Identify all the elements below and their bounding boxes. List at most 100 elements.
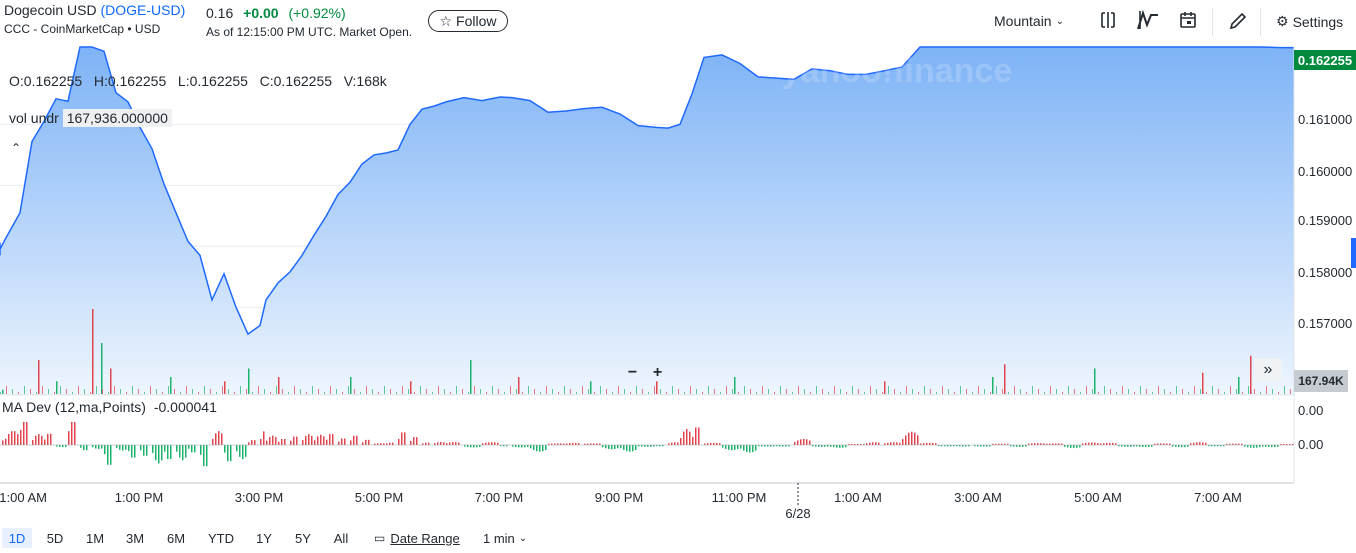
volume-bar bbox=[816, 386, 817, 394]
ma-dev-bar bbox=[695, 427, 697, 445]
volume-bar bbox=[1206, 392, 1207, 394]
date-range-label: Date Range bbox=[390, 530, 460, 546]
ma-dev-bar bbox=[50, 433, 52, 445]
ma-dev-bar bbox=[344, 438, 346, 445]
ma-dev-bar bbox=[611, 445, 613, 450]
x-tick-label: 3:00 AM bbox=[954, 490, 1002, 505]
ma-dev-bar bbox=[635, 445, 637, 450]
volume-bar bbox=[1238, 377, 1240, 394]
ma-dev-bar bbox=[677, 442, 679, 445]
ma-dev-bar bbox=[1145, 445, 1147, 448]
volume-bar bbox=[648, 392, 649, 394]
ma-dev-bar bbox=[41, 435, 43, 445]
volume-bar bbox=[828, 392, 829, 394]
range-1m[interactable]: 1M bbox=[85, 530, 105, 546]
symbol-ticker[interactable]: (DOGE-USD) bbox=[100, 2, 186, 18]
volume-bar bbox=[576, 392, 577, 394]
volume-bar bbox=[92, 309, 94, 394]
volume-bar bbox=[384, 386, 385, 394]
ma-dev-bar bbox=[476, 445, 478, 448]
ma-dev-bar bbox=[104, 445, 106, 455]
collapse-icon[interactable]: ⌃ bbox=[11, 141, 22, 155]
ma-dev-bar bbox=[416, 437, 418, 445]
zoom-in-icon[interactable]: + bbox=[652, 364, 663, 381]
volume-bar bbox=[1004, 364, 1006, 394]
ma-dev-bar bbox=[494, 442, 496, 445]
events-icon[interactable] bbox=[1178, 10, 1198, 30]
ma-dev-bar bbox=[806, 439, 808, 445]
watermark: yahoo!finance bbox=[782, 52, 1012, 90]
ma-dev-bar bbox=[275, 437, 277, 445]
ma-dev-bar bbox=[674, 442, 676, 445]
ma-dev-bar bbox=[74, 422, 76, 445]
volume-tag: 167.94K bbox=[1294, 370, 1348, 392]
ma-dev-bar bbox=[200, 445, 202, 455]
zoom-out-icon[interactable]: − bbox=[627, 364, 638, 381]
indicators-icon[interactable] bbox=[1136, 9, 1160, 31]
date-range-button[interactable]: ▭ Date Range bbox=[374, 528, 460, 548]
ma-dev-bar bbox=[1022, 445, 1024, 447]
ma-dev-bar bbox=[908, 432, 910, 445]
ma-dev-bar bbox=[86, 445, 88, 451]
ma-dev-bar bbox=[1067, 445, 1069, 448]
ma-dev-bar bbox=[740, 445, 742, 449]
ma-dev-bar bbox=[860, 444, 862, 445]
range-5d[interactable]: 5D bbox=[46, 530, 64, 546]
ma-dev-bar bbox=[398, 438, 400, 445]
range-5y[interactable]: 5Y bbox=[295, 530, 311, 546]
ma-dev-bar bbox=[800, 439, 802, 445]
ma-dev-bar bbox=[1253, 445, 1255, 448]
ma-dev-bar bbox=[92, 445, 94, 448]
ma-dev-bar bbox=[527, 445, 529, 448]
volume-bar bbox=[228, 389, 229, 394]
range-all[interactable]: All bbox=[333, 530, 349, 546]
volume-bar bbox=[132, 386, 133, 394]
volume-bar bbox=[564, 386, 565, 394]
ma-dev-bar bbox=[992, 443, 994, 445]
ma-dev-bar bbox=[161, 445, 163, 461]
scroll-latest-icon[interactable]: » bbox=[1254, 358, 1282, 382]
ma-dev-bar bbox=[737, 445, 739, 449]
ma-dev-bar bbox=[272, 435, 274, 445]
volume-bar bbox=[462, 389, 463, 394]
volume-bar bbox=[138, 389, 139, 394]
volume-bar bbox=[372, 389, 373, 394]
volume-bar bbox=[906, 386, 907, 394]
range-ytd[interactable]: YTD bbox=[208, 530, 234, 546]
range-3m[interactable]: 3M bbox=[125, 530, 145, 546]
ma-dev-bar bbox=[1061, 443, 1063, 445]
ma-dev-bar bbox=[905, 435, 907, 445]
volume-bar bbox=[156, 389, 157, 394]
scroll-handle[interactable] bbox=[1351, 238, 1356, 268]
ma-dev-bar bbox=[1109, 442, 1111, 445]
y-tick-label: 0.159000 bbox=[1298, 213, 1353, 228]
ma-dev-bar bbox=[446, 443, 448, 445]
ma-dev-bar bbox=[266, 440, 268, 445]
range-1d[interactable]: 1D bbox=[2, 528, 32, 548]
range-1y[interactable]: 1Y bbox=[256, 530, 272, 546]
ma-dev-bar bbox=[941, 445, 943, 447]
ma-dev-bar bbox=[62, 445, 64, 448]
chart-type-dropdown[interactable]: Mountain ⌄ bbox=[994, 13, 1064, 29]
ma-dev-bar bbox=[614, 445, 616, 450]
volume-bar bbox=[378, 392, 379, 394]
ma-dev-bar bbox=[260, 438, 262, 445]
interval-dropdown[interactable]: 1 min ⌄ bbox=[483, 528, 527, 548]
volume-bar bbox=[480, 389, 481, 394]
ma-dev-bar bbox=[440, 441, 442, 445]
ma-dev-bar bbox=[143, 445, 145, 456]
draw-icon[interactable] bbox=[1228, 11, 1248, 31]
compare-icon[interactable] bbox=[1098, 10, 1118, 30]
ma-dev-bar bbox=[1136, 445, 1138, 447]
volume-bar bbox=[750, 389, 751, 394]
volume-readout: vol undr 167,936.000000 bbox=[9, 109, 172, 127]
range-6m[interactable]: 6M bbox=[166, 530, 186, 546]
follow-button[interactable]: ☆ Follow bbox=[428, 10, 508, 32]
volume-bar bbox=[216, 392, 217, 394]
ma-dev-bar bbox=[818, 445, 820, 447]
ma-dev-bar bbox=[1202, 442, 1204, 445]
volume-bar bbox=[18, 392, 19, 394]
volume-bar bbox=[540, 392, 541, 394]
settings-button[interactable]: ⚙ Settings bbox=[1276, 13, 1343, 30]
